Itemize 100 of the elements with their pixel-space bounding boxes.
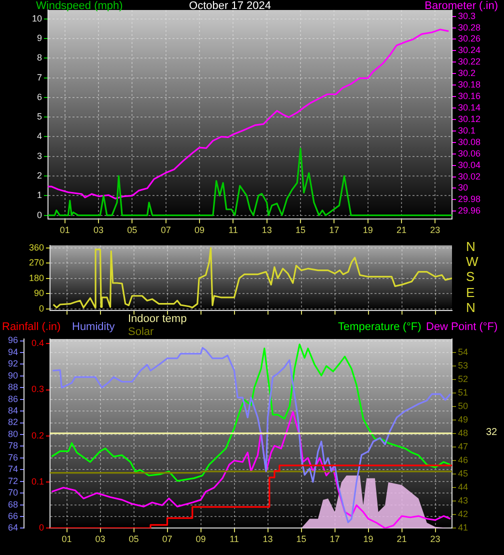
x-tick-label: 11 <box>228 225 238 236</box>
y2-tick-label: 30.08 <box>458 136 481 147</box>
y-tick-label: 0 <box>36 210 42 220</box>
x-tick-label: 03 <box>93 225 104 236</box>
y2-tick-label: 30.16 <box>458 91 481 102</box>
y2-tick-label: 29.96 <box>458 206 481 216</box>
y-tick-label: 9 <box>36 32 42 43</box>
x-tick-label: 13 <box>262 225 272 236</box>
text: Dew Point (°F) <box>426 321 498 333</box>
y2-tick-label: 45 <box>458 468 468 479</box>
x-tick-label: 01 <box>60 225 70 236</box>
y2-tick-label: 48 <box>458 428 468 438</box>
x-tick-label: 21 <box>396 534 407 544</box>
y-tick-label: 3 <box>36 150 42 161</box>
y-tick-label: 86 <box>8 394 18 404</box>
text: Rainfall (.in) <box>2 321 61 333</box>
y-tick-label: 7 <box>36 72 42 82</box>
x-tick-label: 11 <box>230 534 239 544</box>
ref-line-label: Indoor temp <box>128 313 187 325</box>
y-tick-label: 6 <box>36 92 42 102</box>
x-tick-label: 09 <box>194 225 205 236</box>
y2-tick-label: 53 <box>458 360 468 371</box>
x-tick-label: 19 <box>362 225 373 236</box>
text: W <box>466 254 478 270</box>
y2-tick-label: 30.2 <box>458 68 476 78</box>
x-tick-label: 05 <box>127 225 138 236</box>
y-tick-label: 88 <box>8 382 18 392</box>
y-tick-label: 90 <box>8 370 18 380</box>
y2-tick-label: 30.18 <box>458 80 481 90</box>
x-tick-label: 15 <box>295 225 306 236</box>
y-tick-label: 4 <box>36 131 42 142</box>
y-tick-label: 70 <box>8 488 18 498</box>
x-tick-label: 01 <box>62 534 72 544</box>
y-axis-title: Windspeed (mph) <box>36 0 123 12</box>
y-tick-label: 360 <box>28 242 44 252</box>
x-tick-label: 17 <box>330 534 340 544</box>
y-tick-label: 5 <box>36 112 42 122</box>
y2-tick-label: 44 <box>458 482 468 492</box>
text: S <box>466 269 475 284</box>
y-tick-label: 72 <box>8 476 18 486</box>
y2-axis-title: Barometer (.in) <box>424 0 498 12</box>
y-tick-label: 92 <box>8 358 18 369</box>
y2-tick-label: 30.12 <box>458 114 481 124</box>
y2-tick-label: 43 <box>458 496 468 506</box>
y2-tick-label: 47 <box>458 442 468 452</box>
text: Solar <box>128 326 154 338</box>
y2-tick-label: 30 <box>458 182 468 193</box>
y2-tick-label: 49 <box>458 414 468 425</box>
y2-tick-label: 50 <box>458 401 468 412</box>
x-tick-label: 19 <box>363 534 374 544</box>
y-tick-label: 8 <box>36 52 42 63</box>
y2-tick-label: 42 <box>458 509 468 520</box>
y-tick-label: 96 <box>8 335 18 346</box>
text: E <box>466 284 475 300</box>
x-tick-label: 23 <box>430 225 440 236</box>
y2-tick-label: 30.22 <box>458 56 481 67</box>
y-tick-label: 78 <box>8 440 18 451</box>
y2-tick-label: 30.24 <box>458 45 481 56</box>
text: N <box>466 238 476 254</box>
text: Temperature (°F) <box>338 321 422 333</box>
y-tick-label: 66 <box>8 510 18 521</box>
y-tick-label: 76 <box>8 452 18 462</box>
y3-tick-label: 0.2 <box>31 430 44 440</box>
y2-tick-label: 30.14 <box>458 102 481 112</box>
x-tick-label: 13 <box>262 534 273 544</box>
y-tick-label: 80 <box>8 428 18 439</box>
y-tick-label: 2 <box>36 170 42 180</box>
y2-tick-label: 30.28 <box>458 22 481 32</box>
x-tick-label: 15 <box>296 534 306 544</box>
x-tick-label: 21 <box>396 225 407 236</box>
x-tick-label: 05 <box>128 534 139 544</box>
y-tick-label: 94 <box>8 346 18 357</box>
chart-title: October 17 2024 <box>189 0 271 12</box>
y-tick-label: 10 <box>32 13 42 24</box>
x-tick-label: 07 <box>160 225 171 236</box>
text: Humidity <box>72 321 115 333</box>
y2-tick-label: 30.1 <box>458 125 476 136</box>
y2-tick-label: 51 <box>458 388 468 398</box>
y2-tick-label: 30.02 <box>458 171 481 182</box>
y-tick-label: 180 <box>28 272 44 283</box>
y2-tick-label: 41 <box>458 522 468 533</box>
y2-tick-label: 30.06 <box>458 148 481 158</box>
y2-tick-label: 30.04 <box>458 160 481 170</box>
y-tick-label: 64 <box>8 522 18 533</box>
text: 32 <box>486 427 498 440</box>
text: N <box>466 300 476 315</box>
x-tick-label: 07 <box>162 534 172 544</box>
y3-tick-label: 0.4 <box>31 338 44 348</box>
y2-tick-label: 52 <box>458 374 468 384</box>
y-tick-label: 74 <box>8 464 18 474</box>
y2-tick-label: 46 <box>458 455 468 466</box>
y-tick-label: 0 <box>38 303 44 314</box>
y-tick-label: 90 <box>34 288 44 298</box>
y2-tick-label: 30.3 <box>458 10 476 21</box>
y3-tick-label: 0.3 <box>31 384 44 394</box>
y-tick-label: 1 <box>36 190 42 200</box>
y-tick-label: 270 <box>28 258 44 268</box>
y2-tick-label: 30.26 <box>458 34 481 44</box>
y-tick-label: 82 <box>8 417 18 428</box>
y2-tick-label: 54 <box>458 347 468 357</box>
